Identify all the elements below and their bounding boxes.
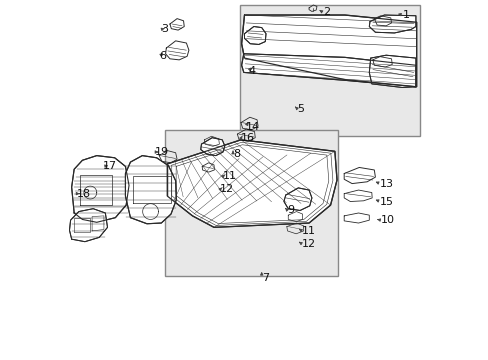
Text: 12: 12 [220, 184, 234, 194]
Text: 11: 11 [223, 171, 237, 181]
Text: 4: 4 [248, 66, 255, 76]
Text: 6: 6 [159, 51, 166, 61]
Polygon shape [167, 140, 336, 227]
Text: 8: 8 [233, 149, 240, 159]
Text: 1: 1 [402, 10, 409, 20]
Text: 5: 5 [297, 104, 304, 114]
Polygon shape [368, 15, 415, 33]
Text: 3: 3 [161, 24, 168, 35]
Text: 11: 11 [301, 226, 315, 236]
Text: 2: 2 [322, 7, 329, 17]
Text: 9: 9 [287, 206, 294, 216]
Polygon shape [72, 156, 129, 222]
Text: 10: 10 [380, 215, 394, 225]
Polygon shape [241, 15, 416, 87]
Bar [164, 130, 337, 276]
Text: 13: 13 [379, 179, 393, 189]
Polygon shape [368, 55, 415, 87]
Polygon shape [69, 209, 107, 242]
Text: 7: 7 [261, 273, 268, 283]
Polygon shape [241, 54, 415, 87]
Bar [240, 5, 419, 136]
Text: 14: 14 [245, 122, 260, 132]
Polygon shape [244, 27, 265, 44]
Text: 17: 17 [102, 161, 117, 171]
Text: 15: 15 [379, 197, 393, 207]
Polygon shape [284, 188, 311, 211]
Text: 19: 19 [155, 147, 169, 157]
Polygon shape [125, 156, 176, 224]
Polygon shape [201, 138, 224, 156]
Text: 18: 18 [77, 189, 91, 199]
Text: 12: 12 [301, 239, 315, 249]
Text: 16: 16 [241, 134, 254, 143]
